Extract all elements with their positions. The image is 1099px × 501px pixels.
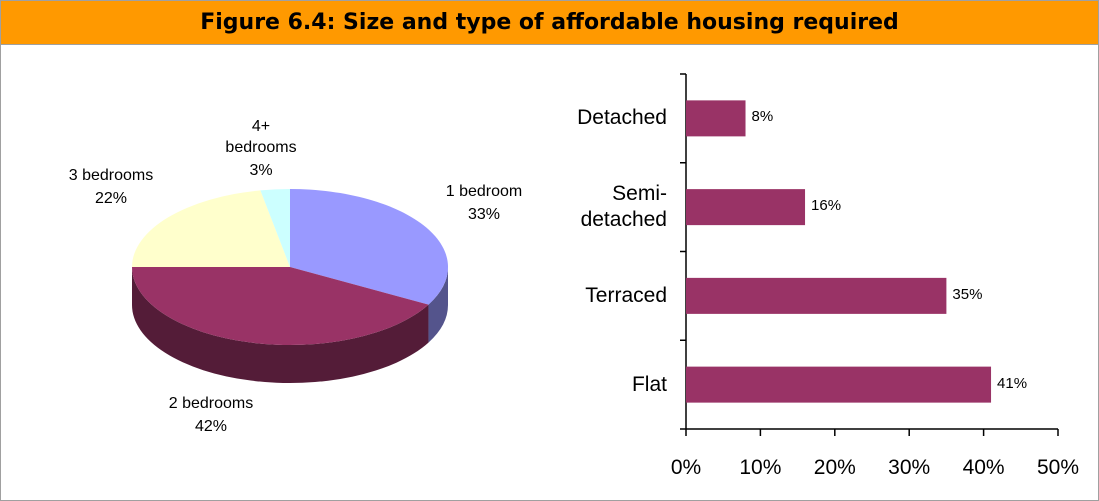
y-tick-label: Flat (631, 372, 667, 396)
bar-value-label: 8% (751, 108, 774, 126)
x-tick-label: 20% (813, 456, 856, 479)
bar-value-label: 16% (811, 197, 842, 215)
pie-category-label: 2 bedrooms (168, 395, 254, 412)
x-tick-label: 40% (962, 456, 1005, 479)
bar-value-label: 35% (952, 285, 983, 303)
pie-value-label: 42% (194, 418, 228, 435)
pie-slice-side (132, 267, 429, 384)
bar (686, 100, 746, 137)
figure-title: Figure 6.4: Size and type of affordable … (1, 1, 1098, 45)
pie-slice (132, 267, 429, 345)
pie-slice (132, 190, 290, 267)
x-tick-label: 10% (739, 456, 782, 479)
pie-slice (260, 189, 290, 267)
x-tick-label: 50% (1036, 456, 1080, 479)
y-tick-label: Detached (577, 106, 667, 130)
bar (686, 189, 806, 226)
pie-value-label: 22% (94, 190, 128, 207)
bar-value-label: 41% (997, 374, 1028, 392)
pie-value-label: 3% (249, 162, 273, 179)
y-tick-label: Semi-detached (580, 182, 667, 232)
pie-category-label: 3 bedrooms (68, 167, 154, 184)
pie-slice-side (428, 267, 448, 343)
bar (686, 366, 992, 403)
pie-category-label: 1 bedroom (445, 183, 523, 200)
x-tick-label: 30% (888, 456, 931, 479)
pie-value-label: 33% (467, 206, 501, 223)
x-tick-label: 0% (670, 456, 702, 479)
pie-category-label: 4+ bedrooms (225, 118, 297, 156)
y-tick-label: Terraced (585, 283, 667, 307)
bar (686, 277, 947, 314)
pie-slice (290, 189, 448, 305)
